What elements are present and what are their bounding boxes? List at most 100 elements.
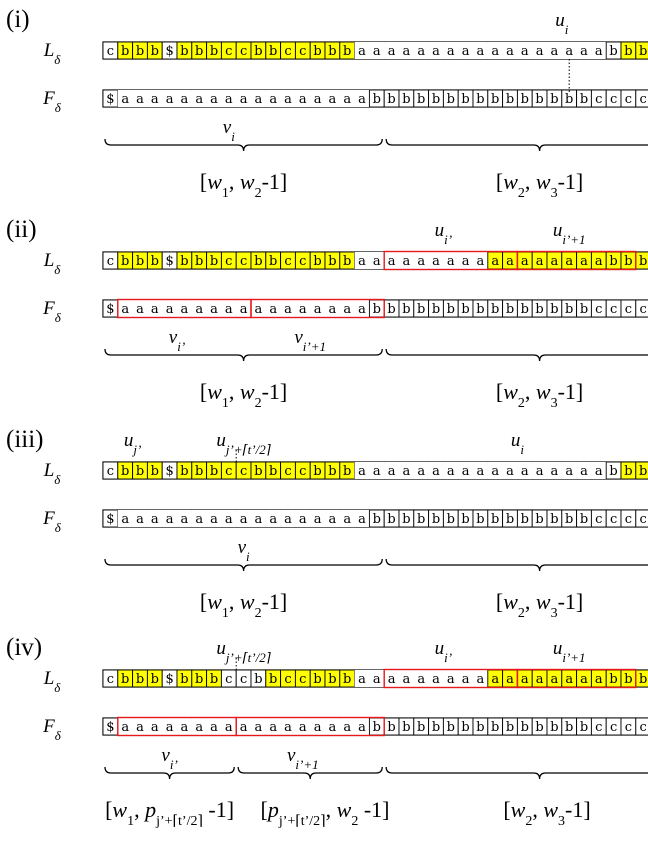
F-row-char: a [284, 92, 292, 107]
interval-label: [w2, w3-1] [496, 589, 583, 621]
L-row-char: b [136, 254, 144, 269]
L-row-cell [428, 42, 444, 59]
F-row-char: a [225, 512, 233, 527]
L-row-cell [413, 462, 429, 479]
F-row-cell [206, 718, 222, 735]
v-label: vi’ [169, 327, 185, 354]
F-row-char: a [255, 720, 263, 735]
L-row-char: b [639, 672, 647, 687]
F-row-cell [117, 510, 133, 527]
L-row-char: a [565, 672, 573, 687]
L-row-cell [458, 462, 473, 479]
L-row-cell [428, 462, 444, 479]
F-row-cell [147, 510, 163, 527]
F-range-box [250, 298, 385, 319]
L-row-char: a [536, 44, 544, 59]
F-row-cell [162, 718, 177, 735]
L-row-char: b [624, 254, 632, 269]
L-row-char: b [609, 44, 617, 59]
F-row-char: a [181, 92, 189, 107]
F-row-cell [177, 300, 192, 317]
L-row-char: b [151, 672, 159, 687]
L-row-char: c [299, 464, 306, 479]
F-row-char: a [314, 512, 322, 527]
L-row-cell [399, 252, 414, 269]
F-row-char: b [565, 512, 573, 527]
F-row-char: b [432, 720, 440, 735]
L-row-char: a [580, 672, 588, 687]
L-row-char: b [151, 464, 159, 479]
F-row-char: b [461, 720, 469, 735]
L-row-cell [635, 461, 648, 480]
L-row-cell [502, 42, 518, 59]
F-row-char: a [255, 92, 263, 107]
F-row-char: b [565, 92, 573, 107]
L-row-char: a [506, 44, 514, 59]
brace [385, 558, 648, 572]
F-row-char: b [432, 512, 440, 527]
panel-label: (i) [6, 6, 30, 33]
F-row-cell [280, 300, 296, 317]
F-row-char: a [195, 302, 203, 317]
F-row-cell [310, 510, 325, 527]
F-row-char: a [210, 720, 218, 735]
L-row-char: a [462, 254, 470, 269]
F-row-char: b [373, 92, 381, 107]
L-row-char: a [580, 464, 588, 479]
F-row-cell [236, 90, 251, 107]
L-row-char: a [417, 44, 425, 59]
L-row-char: b [136, 464, 144, 479]
row-label-L: Lδ [43, 250, 62, 277]
interval-label: [pj’+⌈t’/2⌉, w2 -1] [261, 797, 390, 829]
L-range-box [516, 668, 637, 689]
F-row-char: a [151, 720, 159, 735]
u-label: uj’+⌈t’/2⌉ [216, 430, 271, 457]
L-row-char: a [462, 672, 470, 687]
F-row-char: c [610, 512, 617, 527]
F-row-char: c [640, 720, 647, 735]
L-row-char: a [491, 254, 499, 269]
L-row-char: b [254, 672, 262, 687]
F-row-char: b [521, 302, 529, 317]
row-label-L: Lδ [43, 40, 62, 67]
F-row-cell [221, 300, 237, 317]
L-row-char: $ [165, 672, 173, 687]
F-row-cell [191, 300, 207, 317]
F-row-char: c [595, 302, 602, 317]
F-row-char: c [625, 512, 632, 527]
F-row-cell [251, 510, 266, 527]
F-row-char: b [476, 720, 484, 735]
L-row-char: b [624, 672, 632, 687]
F-row-char: b [417, 302, 425, 317]
F-row-cell [265, 300, 281, 317]
L-row-char: a [403, 464, 411, 479]
F-row-cell [132, 90, 148, 107]
F-row-char: a [181, 302, 189, 317]
L-row-char: a [417, 464, 425, 479]
F-row-char: b [387, 720, 395, 735]
F-row-char: b [535, 720, 543, 735]
F-row: $ a a a a a a a a a a a a a a a a a b b b b b b b b b b b b b b b c c c c [102, 299, 648, 318]
L-row-char: b [210, 254, 218, 269]
L-row-char: a [462, 44, 470, 59]
F-row-char: c [595, 512, 602, 527]
L-row-char: b [210, 464, 218, 479]
L-row-cell [384, 252, 399, 269]
F-row-cell [354, 718, 370, 735]
F-row-char: c [625, 720, 632, 735]
u-label: ui [555, 10, 569, 37]
F-row-char: b [535, 92, 543, 107]
L-row-cell [443, 670, 459, 687]
F-row-cell [310, 300, 325, 317]
F-row-char: a [240, 512, 248, 527]
F-row-cell [236, 718, 251, 735]
L-row-char: a [477, 44, 485, 59]
L-row-char: a [521, 254, 529, 269]
L-row-char: b [121, 44, 129, 59]
L-row-char: a [595, 254, 603, 269]
F-row-char: b [373, 302, 381, 317]
L-row-char: a [447, 464, 455, 479]
L-row-char: b [180, 672, 188, 687]
F-row-cell [117, 90, 133, 107]
